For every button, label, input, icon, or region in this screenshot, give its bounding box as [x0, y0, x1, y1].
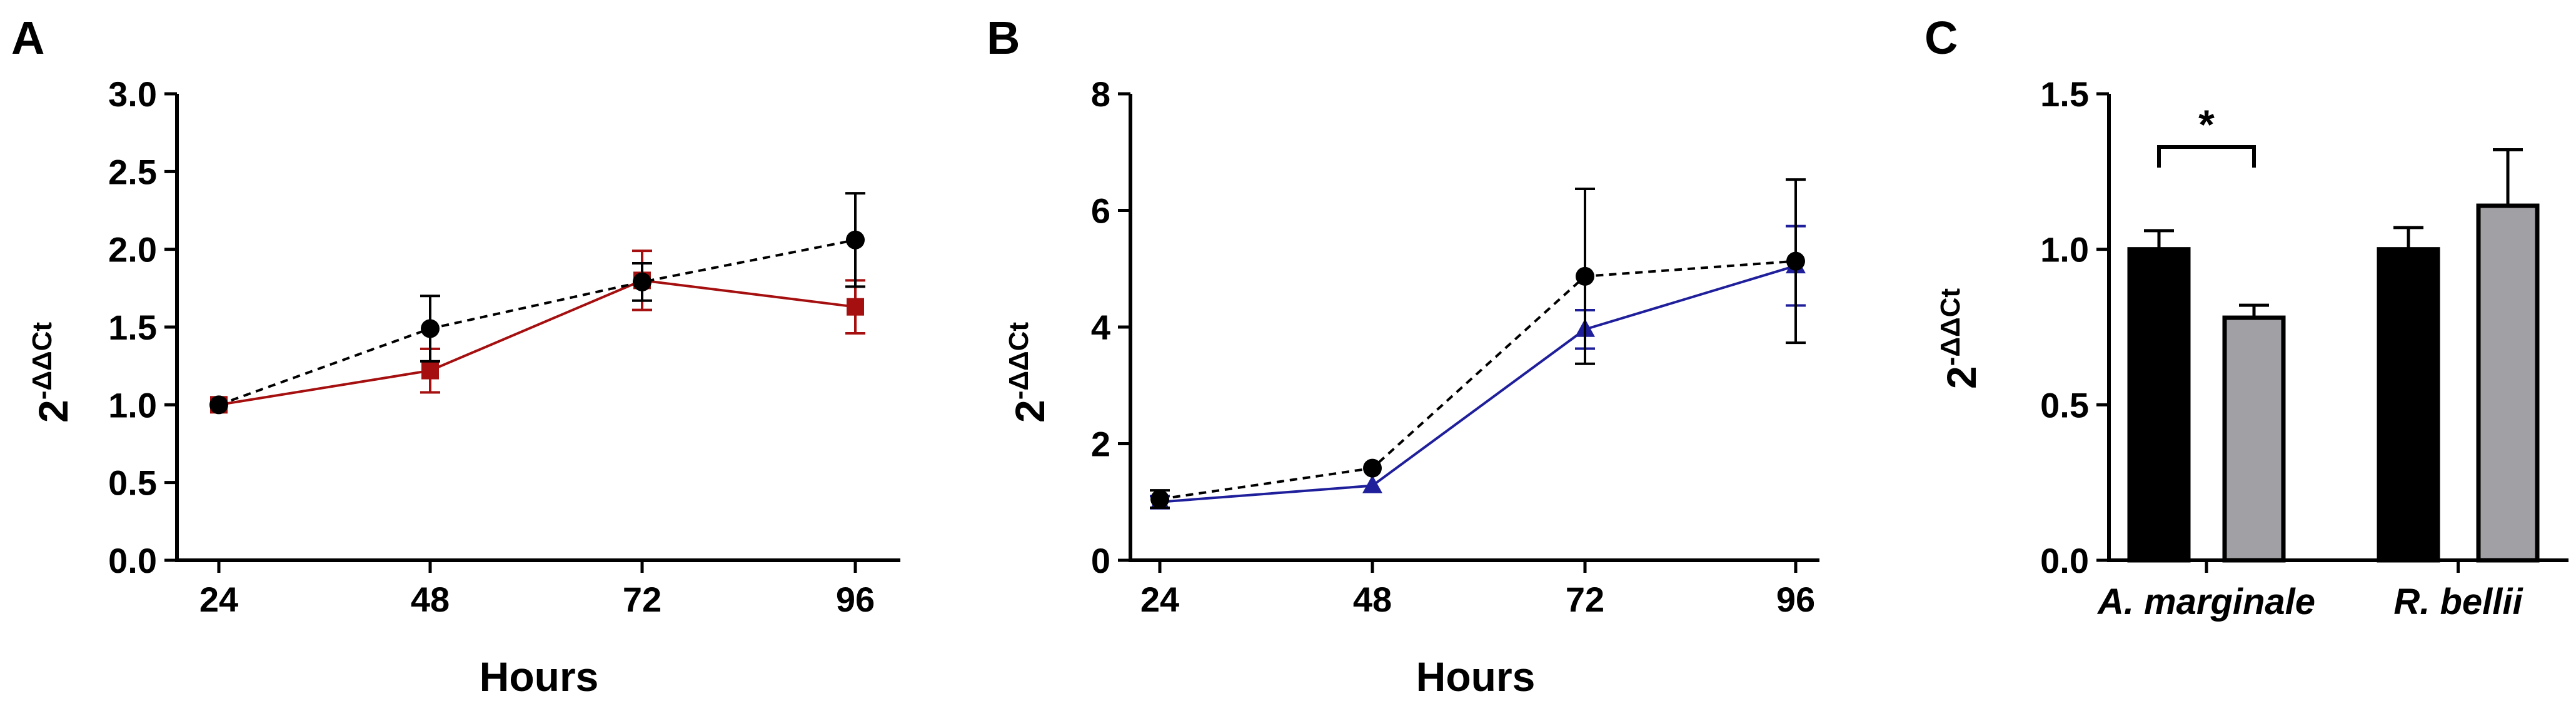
b-x-tick-label: 24 [1140, 580, 1179, 619]
b-y-tick-label: 0 [1091, 541, 1110, 580]
a-series-line [218, 279, 856, 406]
panel-c: C 0.0 0.5 1.0 1.5 A. marginale R. bellii * 2… [1924, 12, 2568, 622]
b-data-point [1362, 475, 1382, 493]
b-series-0 [1150, 178, 1806, 510]
b-series-line [1159, 260, 1796, 501]
b-y-tick-label: 4 [1091, 308, 1110, 347]
b-y-tick-label: 2 [1091, 425, 1110, 464]
c-y-tick-label: 1.0 [2040, 230, 2089, 270]
panel-a-x-axis-title: Hours [480, 653, 599, 700]
c-bar [2476, 203, 2540, 563]
c-bar [2127, 247, 2191, 563]
a-y-tick-label: 0.0 [108, 541, 157, 580]
c-bar [2377, 247, 2440, 563]
a-data-point [847, 298, 864, 316]
a-y-tick-label: 0.5 [108, 463, 157, 503]
a-x-tick-label: 48 [411, 580, 450, 619]
panel-c-y-axis-title: 2-ΔΔCt [1935, 288, 1985, 389]
a-series-1 [210, 250, 865, 414]
panel-a-axes [175, 94, 900, 562]
panel-letter-c: C [1924, 12, 1958, 64]
panel-b-axes [1129, 94, 1819, 562]
c-bar [2222, 315, 2286, 563]
a-data-point [633, 272, 652, 291]
b-data-point [1576, 266, 1594, 286]
panel-c-axes [2107, 94, 2568, 562]
panel-letter-b: B [987, 12, 1020, 64]
a-x-tick-label: 24 [199, 580, 238, 619]
c-category-label: R. bellii [2393, 582, 2523, 622]
panel-letter-a: A [11, 12, 44, 64]
a-y-tick-label: 2.5 [108, 152, 157, 191]
b-x-tick-label: 48 [1353, 580, 1392, 619]
panel-b-x-axis-title: Hours [1416, 653, 1536, 700]
a-series-0 [209, 192, 865, 415]
b-y-tick-label: 8 [1091, 74, 1110, 114]
b-series-line [1159, 265, 1796, 503]
b-x-tick-label: 96 [1776, 580, 1815, 619]
significance-bracket [2157, 145, 2256, 168]
a-data-point [209, 395, 228, 415]
panel-a: A 0.0 0.5 1.0 1.5 2.0 2.5 3.0 24 48 72 96 Hours 2… [11, 12, 900, 700]
a-x-tick-label: 96 [836, 580, 875, 619]
b-x-tick-label: 72 [1566, 580, 1604, 619]
c-y-tick-label: 0.0 [2040, 541, 2089, 580]
c-y-tick-label: 0.5 [2040, 385, 2089, 425]
b-y-tick-label: 6 [1091, 191, 1110, 231]
a-y-tick-label: 1.0 [108, 385, 157, 425]
a-series-line [218, 238, 856, 406]
b-data-point [1363, 458, 1382, 478]
a-data-point [421, 361, 439, 380]
b-data-point [1786, 251, 1805, 271]
b-data-point [1150, 490, 1169, 509]
panel-a-y-axis-title: 2-ΔΔCt [27, 322, 76, 423]
c-y-tick-label: 1.5 [2040, 74, 2089, 114]
c-category-label: A. marginale [2096, 582, 2315, 622]
a-y-tick-label: 3.0 [108, 74, 157, 114]
significance-marker: * [2198, 101, 2215, 148]
a-data-point [846, 230, 865, 250]
panel-b-y-axis-title: 2-ΔΔCt [1004, 322, 1053, 423]
a-x-tick-label: 72 [623, 580, 662, 619]
a-y-tick-label: 2.0 [108, 230, 157, 270]
a-y-tick-label: 1.5 [108, 308, 157, 347]
a-data-point [421, 319, 440, 338]
